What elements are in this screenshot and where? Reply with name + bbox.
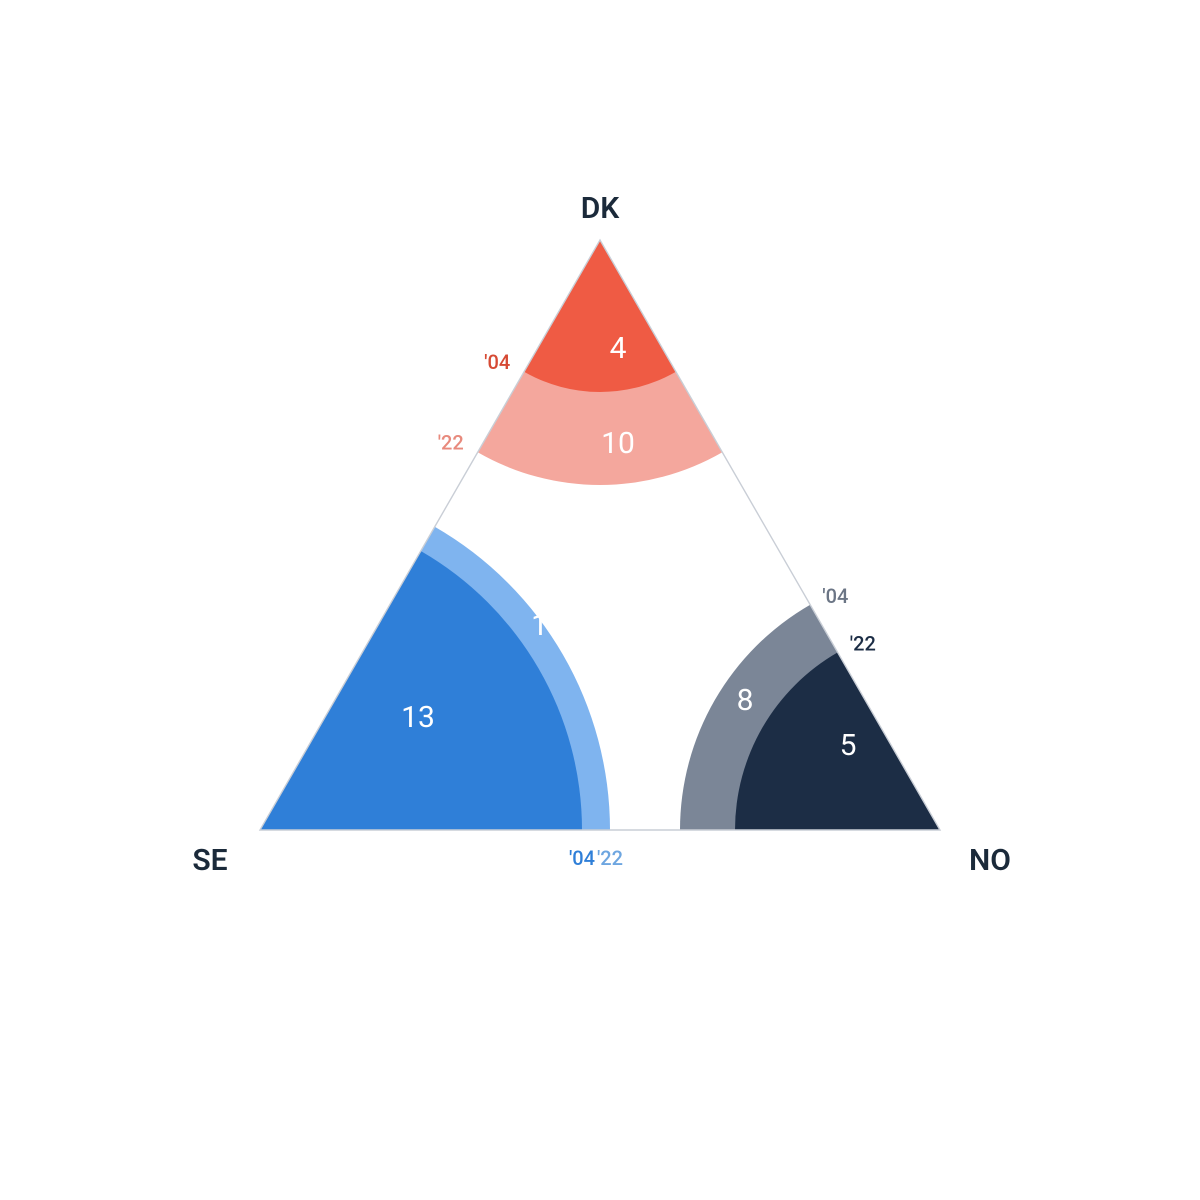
vertex-label-left: SE — [192, 843, 227, 878]
value-se-0: 15 — [531, 608, 565, 643]
tick-no-1: '22 — [850, 632, 876, 656]
value-dk-0: 10 — [601, 426, 635, 461]
tick-dk-0: '22 — [438, 431, 464, 455]
vertex-label-right: NO — [969, 843, 1011, 878]
tick-no-0: '04 — [822, 584, 848, 608]
value-dk-1: 4 — [610, 331, 627, 366]
tick-se-1: '04 — [569, 846, 595, 870]
value-se-1: 13 — [401, 700, 435, 735]
value-no-1: 5 — [840, 728, 857, 763]
vertex-label-top: DK — [581, 191, 621, 226]
tick-se-0: '22 — [597, 846, 623, 870]
tick-dk-1: '04 — [484, 350, 510, 374]
value-no-0: 8 — [737, 683, 754, 718]
